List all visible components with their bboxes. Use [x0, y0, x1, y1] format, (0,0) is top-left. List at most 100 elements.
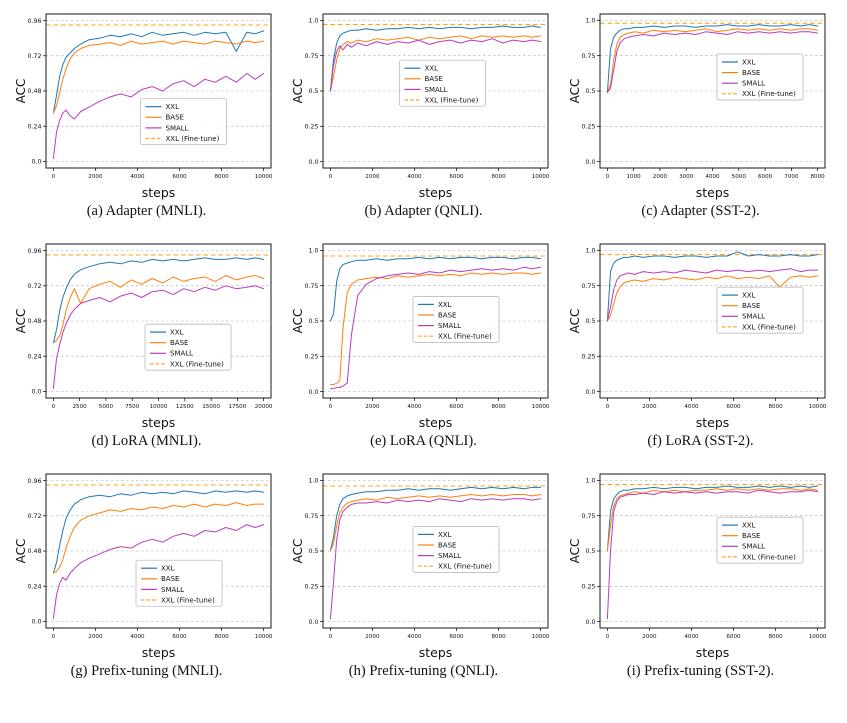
x-tick-label: 2000: [88, 174, 103, 180]
y-tick-label: 0.48: [27, 318, 41, 325]
plot-border: [322, 13, 548, 169]
legend-label-finetune: XXL (Fine-tune): [438, 563, 492, 571]
legend-label-finetune: XXL (Fine-tune): [742, 553, 796, 561]
y-tick-label: 0.0: [308, 159, 318, 166]
legend: XXL BASE SMALL XXL (Fine-tune): [716, 516, 803, 564]
y-tick-label: 0.0: [585, 389, 595, 396]
x-tick-label: 2000: [365, 404, 380, 410]
legend-label-xxl: XXL: [424, 65, 438, 73]
chart-canvas-h: 0.0 0.25 0.5 0.75 1.0 0 2000 4000 6000 8000 10000 A…: [293, 473, 549, 660]
x-tick-label: 0: [605, 404, 609, 410]
y-tick-label: 1.0: [585, 18, 595, 25]
legend: XXL BASE SMALL XXL (Fine-tune): [412, 296, 499, 343]
y-axis-label: ACC: [570, 309, 582, 334]
legend-box: [144, 323, 231, 371]
x-tick-label: 6000: [726, 404, 741, 410]
y-axis-label: ACC: [570, 539, 582, 564]
legend-box: [139, 98, 227, 146]
x-axis-label: steps: [695, 185, 729, 200]
legend-label-xxl: XXL: [742, 522, 756, 530]
chart-cell-b: 0.0 0.25 0.5 0.75 1.0 0 2000 4000 6000 8000 10000 A…: [287, 8, 560, 220]
legend-label-finetune: XXL (Fine-tune): [165, 135, 219, 143]
x-tick-label: 4000: [705, 174, 720, 180]
y-tick-label: 0.0: [585, 159, 595, 166]
y-tick-label: 0.72: [27, 513, 41, 520]
series-line-base: [329, 494, 541, 552]
chart-caption-g: (g) Prefix-tuning (MNLI).: [70, 663, 223, 679]
y-tick-label: 0.0: [31, 159, 41, 166]
y-tick-label: 0.0: [308, 389, 318, 396]
y-tick-label: 0.25: [304, 124, 318, 131]
x-tick-label: 4000: [407, 634, 422, 640]
x-tick-label: 3000: [679, 174, 694, 180]
x-axis-label: steps: [141, 185, 175, 200]
legend-box: [412, 526, 499, 573]
x-axis-label: steps: [695, 645, 729, 660]
x-tick-label: 4000: [407, 404, 422, 410]
chart-cell-f: 0.0 0.25 0.5 0.75 1.0 0 2000 4000 6000 8000 10000 A…: [564, 238, 837, 450]
legend-box: [716, 53, 803, 101]
chart-caption-f: (f) LoRA (SST-2).: [647, 433, 754, 449]
legend-label-small: SMALL: [170, 350, 193, 358]
x-tick-label: 4000: [684, 634, 699, 640]
legend: XXL BASE SMALL XXL (Fine-tune): [716, 286, 803, 334]
legend: XXL BASE SMALL XXL (Fine-tune): [716, 53, 803, 101]
plot-border: [599, 473, 825, 629]
series-line-xxl: [606, 24, 818, 93]
x-tick-label: 8000: [214, 174, 229, 180]
chart-canvas-d: 0.0 0.24 0.48 0.72 0.96 0 2500 5000 7500 10000 125…: [16, 243, 272, 430]
x-tick-label: 0: [328, 404, 332, 410]
legend-label-small: SMALL: [742, 80, 765, 88]
x-tick-label: 0: [51, 634, 55, 640]
y-tick-label: 0.25: [581, 584, 595, 591]
x-tick-label: 10000: [254, 174, 272, 180]
legend-label-xxl: XXL: [165, 103, 179, 111]
legend-label-small: SMALL: [742, 313, 765, 321]
y-tick-label: 0.75: [581, 513, 595, 520]
y-tick-label: 0.96: [27, 18, 41, 25]
y-axis-label: ACC: [293, 539, 305, 564]
y-tick-label: 1.0: [308, 478, 318, 485]
chart-canvas-c: 0.0 0.25 0.5 0.75 1.0 0 1000 2000 3000 4000 5000 60…: [570, 13, 825, 200]
x-axis-label: steps: [695, 415, 729, 430]
series-line-small: [52, 285, 264, 389]
legend-label-small: SMALL: [438, 552, 461, 560]
x-tick-label: 10000: [149, 404, 167, 410]
x-tick-label: 8000: [768, 404, 783, 410]
x-tick-label: 6000: [172, 634, 187, 640]
legend-label-small: SMALL: [161, 586, 184, 594]
x-axis-label: steps: [418, 645, 452, 660]
legend-label-xxl: XXL: [438, 301, 452, 309]
y-tick-label: 0.5: [585, 318, 595, 325]
y-tick-label: 0.5: [308, 88, 318, 95]
series-line-base: [606, 28, 818, 93]
x-tick-label: 0: [328, 634, 332, 640]
series-line-xxl: [52, 257, 264, 344]
figure-grid: 0.0 0.24 0.48 0.72 0.96 0 2000 4000 6000 8000 1000…: [16, 8, 837, 679]
y-tick-label: 0.0: [31, 389, 41, 396]
y-tick-label: 0.0: [308, 619, 318, 626]
legend-label-xxl: XXL: [438, 531, 452, 539]
x-tick-label: 10000: [254, 634, 272, 640]
series-line-base: [606, 488, 818, 552]
chart-canvas-g: 0.0 0.24 0.48 0.72 0.96 0 2000 4000 6000 8000 1000…: [16, 473, 272, 660]
legend-label-base: BASE: [438, 541, 456, 549]
x-tick-label: 2000: [652, 174, 667, 180]
series-line-xxl: [52, 30, 264, 114]
x-tick-label: 0: [328, 174, 332, 180]
plot-border: [45, 243, 271, 399]
y-tick-label: 1.0: [308, 248, 318, 255]
legend-box: [412, 296, 499, 343]
x-tick-label: 6000: [172, 174, 187, 180]
series-line-base: [52, 40, 264, 114]
chart-caption-c: (c) Adapter (SST-2).: [641, 203, 760, 219]
series-line-base: [329, 272, 541, 386]
x-tick-label: 2000: [642, 404, 657, 410]
legend-label-base: BASE: [742, 69, 760, 77]
y-tick-label: 0.96: [27, 478, 41, 485]
y-tick-label: 0.24: [27, 123, 41, 130]
y-axis-label: ACC: [16, 79, 28, 104]
y-tick-label: 0.48: [27, 88, 41, 95]
legend-box: [398, 59, 486, 107]
